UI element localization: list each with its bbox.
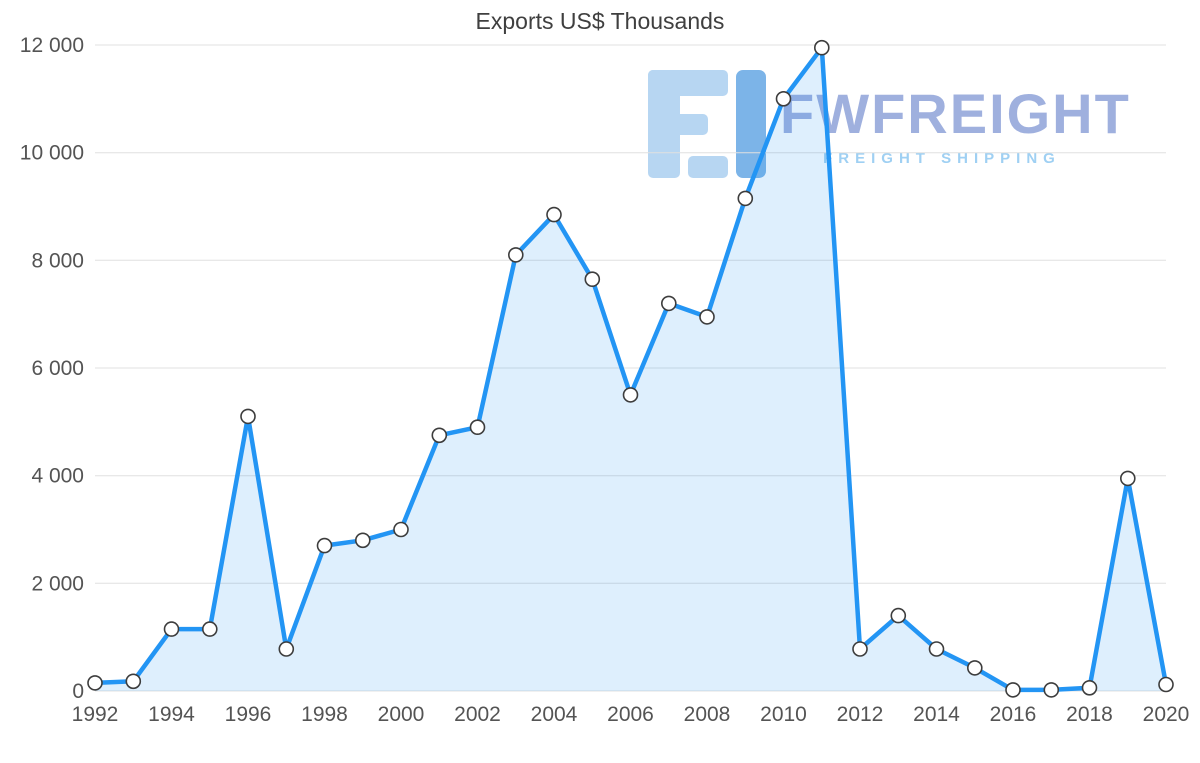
x-axis-label: 2018 [1066, 703, 1113, 726]
x-axis-label: 2010 [760, 703, 807, 726]
data-point-2005[interactable] [584, 271, 601, 288]
data-point-2003[interactable] [507, 247, 524, 263]
data-point-2009[interactable] [737, 190, 754, 207]
chart-area [95, 47, 1166, 691]
data-point-2014[interactable] [928, 641, 945, 657]
data-point-2008[interactable] [699, 309, 715, 325]
data-point-1997[interactable] [278, 641, 295, 657]
data-point-2012[interactable] [852, 641, 868, 657]
data-point-1994[interactable] [163, 621, 180, 637]
y-axis-label: 2 000 [31, 572, 84, 595]
y-axis-label: 6 000 [31, 357, 84, 380]
data-point-2019[interactable] [1120, 470, 1136, 487]
y-axis-label: 8 000 [31, 249, 84, 272]
data-point-1996[interactable] [240, 408, 256, 425]
y-axis-label: 10 000 [20, 142, 84, 165]
data-point-1998[interactable] [316, 537, 333, 554]
x-axis-label: 1992 [72, 703, 119, 726]
x-axis-label: 2002 [454, 703, 501, 726]
x-axis-label: 1998 [301, 703, 348, 726]
x-axis-label: 2000 [378, 703, 425, 726]
x-axis-label: 2006 [607, 703, 654, 726]
data-point-2020[interactable] [1158, 676, 1174, 693]
x-axis-label: 2020 [1143, 703, 1190, 726]
data-point-2004[interactable] [546, 206, 562, 223]
data-point-2000[interactable] [393, 521, 409, 538]
x-axis-label: 1996 [225, 703, 272, 726]
x-axis-label: 2016 [990, 703, 1037, 726]
data-point-2006[interactable] [622, 387, 639, 403]
chart-title: Exports US$ Thousands [475, 8, 725, 34]
data-point-1993[interactable] [125, 673, 142, 690]
data-point-2018[interactable] [1081, 679, 1098, 696]
x-axis-label: 1994 [148, 703, 195, 726]
y-axis-label: 4 000 [31, 465, 84, 488]
x-axis-label: 2008 [684, 703, 731, 726]
data-point-2007[interactable] [660, 295, 677, 312]
data-point-1995[interactable] [202, 621, 218, 637]
x-axis-label: 2004 [531, 703, 578, 726]
x-axis-label: 2012 [837, 703, 884, 726]
data-point-2013[interactable] [890, 607, 907, 624]
data-point-1999[interactable] [354, 532, 371, 549]
data-point-2015[interactable] [966, 660, 983, 676]
data-point-1992[interactable] [87, 675, 103, 691]
y-axis-label: 12 000 [20, 34, 84, 57]
data-point-2016[interactable] [1005, 682, 1021, 698]
x-axis-label: 2014 [913, 703, 960, 726]
data-point-2010[interactable] [775, 91, 792, 107]
y-axis-label: 0 [72, 680, 84, 703]
data-point-2002[interactable] [469, 419, 486, 436]
data-point-2011[interactable] [813, 39, 830, 56]
data-point-2001[interactable] [431, 427, 448, 444]
data-point-2017[interactable] [1043, 682, 1060, 698]
